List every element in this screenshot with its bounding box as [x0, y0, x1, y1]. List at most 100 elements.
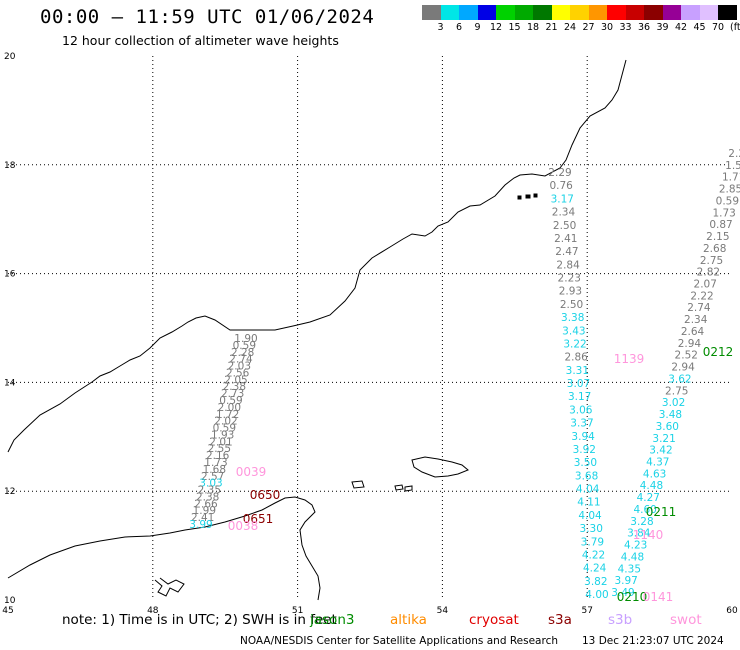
wave-height-label: 2.57	[201, 471, 224, 483]
legend-swatch	[662, 5, 682, 20]
wave-height-label: 4.27	[637, 492, 660, 504]
wave-height-label: 2.47	[555, 246, 578, 258]
somalia-coast	[7, 496, 321, 601]
wave-height-label: 4.35	[618, 563, 641, 575]
lon-tick-label: 51	[292, 606, 303, 616]
pass-time-label: 0651	[243, 512, 274, 526]
pass-time-label: 0650	[250, 488, 281, 502]
wave-height-label: 3.99	[189, 519, 212, 531]
wave-height-label: 2.50	[560, 299, 583, 311]
wave-height-label: 3.62	[668, 373, 691, 385]
pass-time-label: 0211	[646, 505, 677, 519]
wave-height-label: 4.63	[643, 468, 666, 480]
wave-height-label: 3.37	[570, 418, 593, 430]
legend-label: 36	[637, 22, 651, 33]
legend-label: 70	[711, 22, 725, 33]
units-note: note: 1) Time is in UTC; 2) SWH is in fe…	[62, 612, 337, 628]
satellite-key-altika: altika	[390, 612, 427, 628]
wave-height-label: 2.74	[687, 302, 711, 314]
wave-height-label: 2.29	[728, 148, 740, 160]
wave-height-label: 3.68	[575, 470, 598, 482]
wave-height-label: 1.55	[725, 160, 740, 172]
wave-height-label: 2.84	[556, 259, 580, 271]
legend-swatch	[551, 5, 571, 20]
wave-height-label: 3.42	[649, 445, 672, 457]
legend-swatch	[422, 5, 441, 20]
pass-time-label: 0039	[236, 465, 267, 479]
arabian-coast	[7, 59, 627, 453]
lon-tick-label: 48	[147, 606, 159, 616]
legend-label: 15	[508, 22, 521, 33]
satellite-key-swot: swot	[670, 612, 702, 628]
wave-height-label: 2.01	[209, 436, 232, 448]
legend-swatch	[625, 5, 645, 20]
wave-height-label: 3.22	[563, 338, 586, 350]
wave-height-label: 4.48	[621, 551, 644, 563]
wave-height-label: 2.22	[690, 290, 713, 302]
wave-height-label: 2.82	[697, 267, 720, 279]
wave-height-label: 4.11	[577, 497, 600, 509]
wave-height-label: 2.02	[214, 416, 237, 428]
wave-height-label: 2.23	[558, 273, 581, 285]
wave-height-label: 2.38	[196, 491, 219, 503]
wave-height-label: 1.71	[722, 172, 740, 184]
wave-height-label: 2.86	[564, 352, 588, 364]
pass-time-label: 1140	[633, 528, 664, 542]
wave-height-label: 0.76	[549, 180, 573, 192]
wave-height-label: 3.94	[571, 431, 595, 443]
wave-height-label: 2.16	[206, 450, 230, 462]
pass-time-label: 1139	[614, 352, 645, 366]
legend-label: 3	[437, 22, 444, 33]
wave-height-label: 3.49	[611, 587, 634, 599]
footer-agency: NOAA/NESDIS Center for Satellite Applica…	[240, 635, 558, 647]
wave-height-label: 2.41	[191, 512, 214, 524]
wave-height-label: 3.79	[581, 536, 604, 548]
socotra-island	[411, 456, 469, 478]
wave-height-label: 3.31	[566, 365, 589, 377]
wave-height-label: 2.93	[559, 286, 582, 298]
map-title: 00:00 – 11:59 UTC 01/06/2024	[40, 6, 375, 28]
legend-label: 42	[674, 22, 688, 33]
wave-height-label: 3.17	[551, 193, 574, 205]
wave-height-label: 2.38	[223, 381, 246, 393]
wave-height-label: 2.66	[194, 498, 218, 510]
wave-height-label: 0.59	[716, 195, 739, 207]
wave-height-label: 3.38	[561, 312, 584, 324]
islet-3	[404, 485, 413, 492]
legend-label: 6	[455, 22, 463, 33]
wave-height-label: 3.97	[614, 575, 637, 587]
legend-swatch	[440, 5, 460, 20]
legend-swatch	[533, 5, 552, 20]
wave-height-label: 1.99	[193, 505, 216, 517]
wave-height-label: 2.29	[548, 167, 571, 179]
wave-height-label: 1.68	[203, 464, 226, 476]
wave-height-labels: 1.900.592.282.742.032.562.052.382.730.59…	[189, 148, 740, 601]
legend-swatch	[681, 5, 700, 20]
kuria-islands	[517, 193, 538, 200]
wave-height-label: 3.92	[573, 444, 596, 456]
wave-height-label: 2.55	[208, 443, 231, 455]
pass-time-label: 0212	[703, 345, 734, 359]
wave-height-label: 3.30	[580, 523, 603, 535]
wave-height-label: 3.60	[656, 421, 679, 433]
footer: NOAA/NESDIS Center for Satellite Applica…	[240, 635, 724, 647]
legend-swatch	[496, 5, 515, 20]
wave-height-label: 0.59	[213, 423, 236, 435]
legend-swatch	[588, 5, 608, 20]
legend-label: 39	[656, 22, 669, 33]
wave-height-label: 4.04	[578, 510, 602, 522]
wave-height-label: 1.73	[712, 207, 735, 219]
wave-height-label: 3.02	[662, 397, 685, 409]
legend-label: 33	[619, 22, 632, 33]
legend-label: 27	[582, 22, 595, 33]
wave-height-label: 3.84	[627, 528, 651, 540]
wave-height-label: 4.24	[583, 563, 607, 575]
islet-1	[351, 480, 365, 489]
wave-height-label: 3.21	[652, 433, 675, 445]
satellite-key-s3a: s3a	[548, 612, 572, 628]
pass-time-label: 0141	[643, 590, 674, 604]
satellite-key-s3b: s3b	[608, 612, 633, 628]
wave-height-label: 2.34	[552, 207, 576, 219]
